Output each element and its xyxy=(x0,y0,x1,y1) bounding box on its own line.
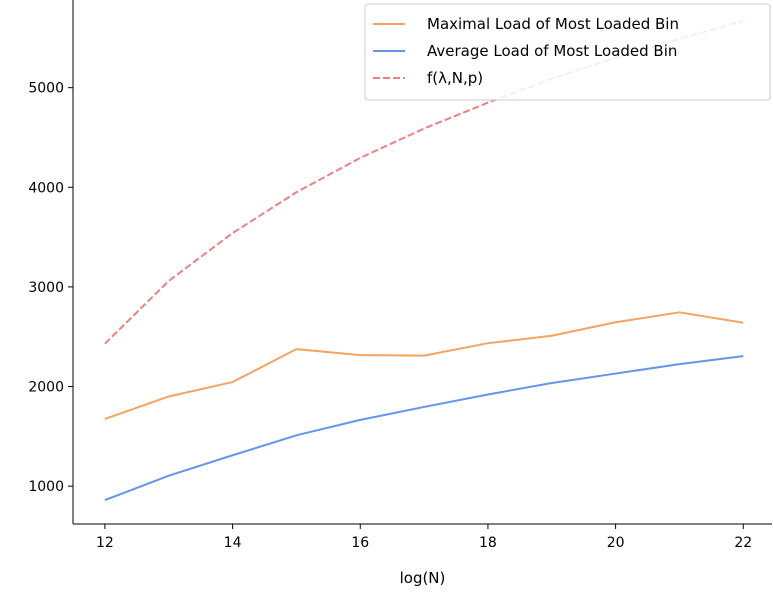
x-tick-label: 16 xyxy=(351,535,369,551)
x-tick-label: 14 xyxy=(224,535,242,551)
x-tick-label: 18 xyxy=(479,535,497,551)
series-line-1 xyxy=(104,311,744,420)
y-tick-label: 4000 xyxy=(28,180,64,196)
y-tick-label: 3000 xyxy=(28,280,64,296)
y-tick-label: 1000 xyxy=(28,479,64,495)
legend-box xyxy=(364,3,771,101)
x-axis-title: log(N) xyxy=(400,569,446,587)
x-tick-label: 20 xyxy=(607,535,625,551)
x-tick-label: 12 xyxy=(96,535,114,551)
legend-label-2: Average Load of Most Loaded Bin xyxy=(427,42,677,60)
axes-layer: 12 14 16 18 20 22 1000 2000 3000 4000 5000 xyxy=(28,0,772,551)
legend: Maximal Load of Most Loaded Bin Average L… xyxy=(364,3,771,101)
series-line-2 xyxy=(104,355,744,502)
legend-label-3: f(λ,N,p) xyxy=(427,69,483,87)
x-tick-label: 22 xyxy=(734,535,752,551)
y-tick-label: 5000 xyxy=(28,81,64,97)
y-tick-label: 2000 xyxy=(28,380,64,396)
legend-label-1: Maximal Load of Most Loaded Bin xyxy=(427,15,679,33)
